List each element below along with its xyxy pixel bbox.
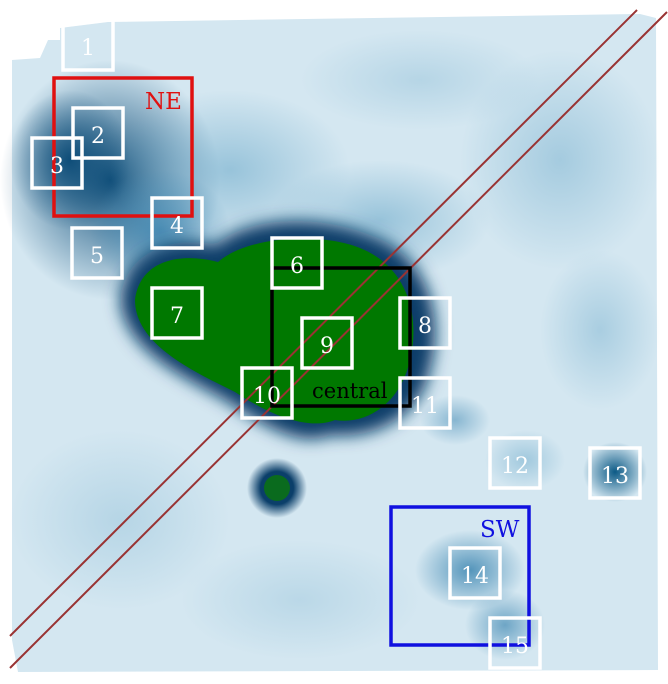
region-box-12 bbox=[488, 436, 542, 490]
region-label-5: 5 bbox=[90, 244, 104, 269]
ne-label: NE bbox=[145, 89, 182, 115]
region-label-9: 9 bbox=[320, 334, 334, 359]
ne-box bbox=[52, 76, 194, 218]
region-label-14: 14 bbox=[461, 564, 489, 589]
region-box-2 bbox=[71, 106, 125, 160]
map-base bbox=[0, 14, 660, 672]
region-label-2: 2 bbox=[91, 124, 105, 149]
region-box-4 bbox=[150, 196, 204, 250]
sw-label: SW bbox=[480, 517, 520, 543]
region-label-15: 15 bbox=[501, 634, 529, 659]
region-box-7 bbox=[150, 286, 204, 340]
region-box-15 bbox=[488, 616, 542, 670]
region-label-1: 1 bbox=[81, 36, 95, 61]
region-box-6 bbox=[270, 236, 324, 290]
region-label-8: 8 bbox=[418, 314, 432, 339]
region-label-3: 3 bbox=[50, 154, 64, 179]
slit-line-upper bbox=[9, 9, 638, 637]
region-label-4: 4 bbox=[170, 214, 184, 239]
region-box-9 bbox=[300, 316, 354, 370]
region-box-3 bbox=[30, 136, 84, 190]
region-label-7: 7 bbox=[170, 304, 184, 329]
region-label-12: 12 bbox=[501, 454, 529, 479]
slit-line-lower bbox=[9, 11, 668, 669]
region-box-5 bbox=[70, 226, 124, 280]
region-label-13: 13 bbox=[601, 464, 629, 489]
region-box-10 bbox=[240, 366, 294, 420]
central-label: central bbox=[312, 379, 388, 403]
region-box-11 bbox=[398, 376, 452, 430]
central-box bbox=[270, 266, 412, 408]
region-label-10: 10 bbox=[253, 384, 281, 409]
region-box-8 bbox=[398, 296, 452, 350]
sw-box bbox=[389, 505, 531, 647]
slit-lines bbox=[9, 9, 668, 669]
region-label-6: 6 bbox=[290, 254, 304, 279]
region-box-14 bbox=[448, 546, 502, 600]
region-box-1 bbox=[61, 18, 115, 72]
region-label-11: 11 bbox=[411, 394, 439, 419]
large-boxes bbox=[52, 76, 531, 647]
region-box-13 bbox=[588, 446, 642, 500]
